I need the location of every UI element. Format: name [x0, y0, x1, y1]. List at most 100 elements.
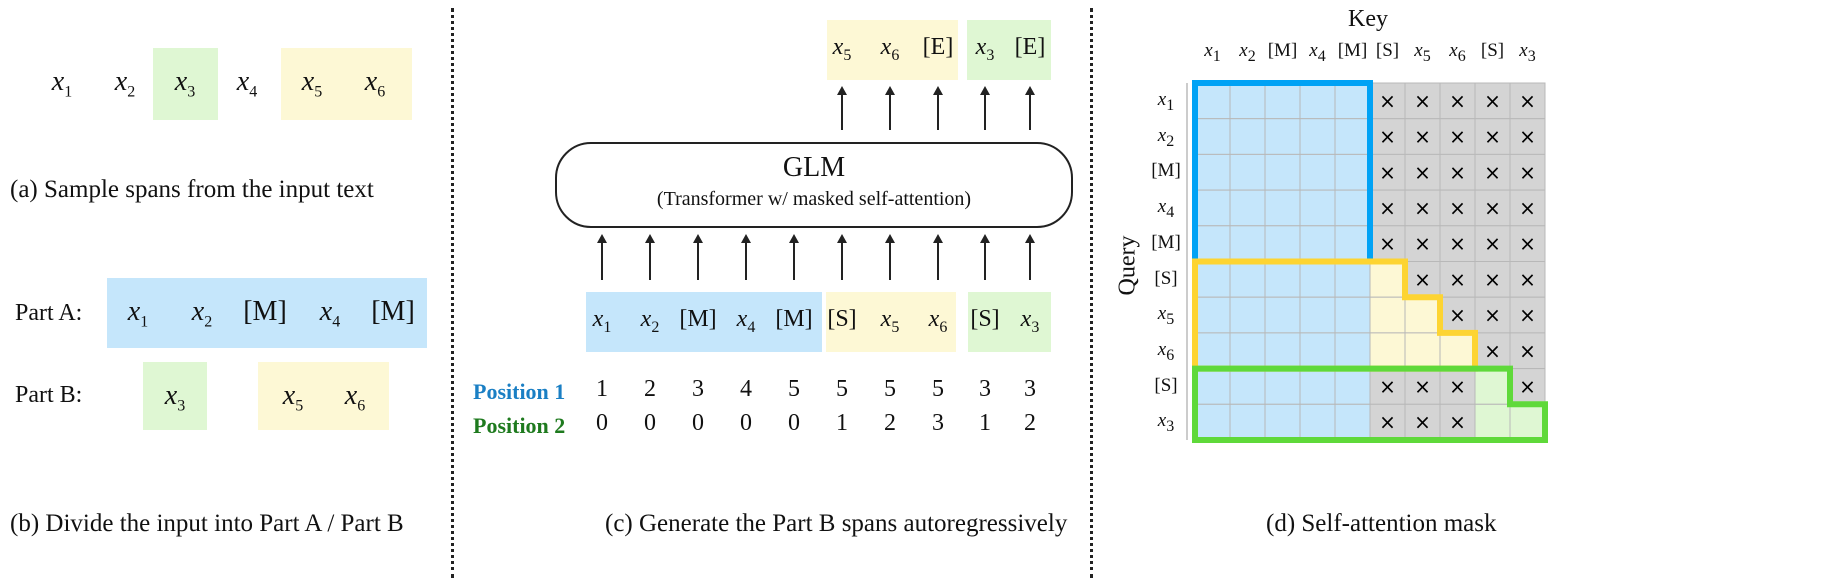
part-a-label: Part A:	[15, 300, 83, 326]
mask-cell-allowed	[1229, 332, 1266, 370]
mask-cell-allowed	[1229, 153, 1266, 191]
key-token: x4	[1309, 40, 1326, 65]
divider	[1090, 8, 1093, 578]
input-part-a-box	[586, 292, 822, 352]
mask-cell-allowed	[1299, 296, 1336, 334]
arrow-up-icon	[837, 86, 847, 130]
divider	[451, 8, 454, 578]
mask-cell-masked	[1404, 118, 1441, 155]
mask-cell-masked	[1369, 82, 1406, 120]
input-token: x2	[640, 306, 660, 336]
input-token: [S]	[970, 306, 1000, 332]
position1-value: 3	[692, 376, 704, 402]
position1-value: 3	[1024, 376, 1036, 402]
query-label: Query	[1114, 235, 1141, 296]
token: x5	[301, 66, 323, 101]
mask-x-icon: ×	[1519, 125, 1536, 149]
mask-x-icon: ×	[1379, 196, 1396, 220]
mask-cell-allowed	[1194, 296, 1231, 334]
mask-x-icon: ×	[1519, 374, 1536, 398]
mask-cell-allowed	[1369, 296, 1406, 334]
mask-cell-allowed	[1229, 118, 1266, 155]
position1-value: 5	[932, 376, 944, 402]
input-token: x6	[928, 306, 948, 336]
caption-d: (d) Self-attention mask	[1266, 510, 1497, 537]
mask-x-icon: ×	[1379, 125, 1396, 149]
mask-cell-allowed	[1439, 332, 1476, 370]
query-token: [M]	[1151, 231, 1181, 253]
position1-value: 5	[884, 376, 896, 402]
input-token: [S]	[827, 306, 857, 332]
mask-x-icon: ×	[1484, 89, 1501, 113]
mask-cell-masked	[1404, 261, 1441, 298]
mask-x-icon: ×	[1519, 160, 1536, 184]
arrow-up-icon	[1025, 86, 1035, 130]
mask-cell-allowed	[1264, 332, 1301, 370]
mask-cell-allowed	[1264, 189, 1301, 227]
token: x4	[319, 296, 341, 331]
mask-x-icon: ×	[1379, 160, 1396, 184]
position2-value: 0	[740, 410, 752, 436]
mask-x-icon: ×	[1414, 160, 1431, 184]
position2-label: Position 2	[473, 413, 566, 438]
mask-x-icon: ×	[1449, 125, 1466, 149]
token: [M]	[243, 296, 287, 327]
mask-x-icon: ×	[1484, 303, 1501, 327]
input-token: x4	[736, 306, 756, 336]
position1-value: 2	[644, 376, 656, 402]
mask-cell-masked	[1439, 153, 1476, 191]
mask-cell-allowed	[1194, 368, 1231, 405]
mask-cell-allowed	[1229, 189, 1266, 227]
mask-cell-allowed	[1334, 403, 1371, 441]
key-token: x6	[1449, 40, 1466, 65]
token: x2	[114, 66, 136, 101]
token: x3	[174, 66, 196, 101]
mask-cell-masked	[1509, 368, 1546, 405]
token: x2	[191, 296, 213, 331]
mask-x-icon: ×	[1449, 89, 1466, 113]
mask-x-icon: ×	[1449, 160, 1466, 184]
query-token: [S]	[1154, 374, 1178, 396]
span-x5-x6-highlight	[281, 48, 412, 120]
mask-cell-allowed	[1264, 118, 1301, 155]
arrow-up-icon	[645, 234, 655, 280]
mask-cell-allowed	[1404, 296, 1441, 334]
key-token: x5	[1414, 40, 1431, 65]
mask-cell-allowed	[1369, 332, 1406, 370]
mask-cell-allowed	[1194, 189, 1231, 227]
token: x1	[51, 66, 73, 101]
query-token: x6	[1157, 338, 1175, 364]
token: x3	[164, 380, 186, 415]
span2-border	[1192, 365, 1548, 443]
mask-cell-allowed	[1299, 153, 1336, 191]
arrow-up-icon	[693, 234, 703, 280]
mask-cell-masked	[1474, 261, 1511, 298]
query-token: [M]	[1151, 160, 1181, 182]
position2-value: 1	[979, 410, 991, 436]
mask-x-icon: ×	[1484, 160, 1501, 184]
glm-subtitle: (Transformer w/ masked self-attention)	[656, 188, 972, 210]
key-token: x2	[1239, 40, 1256, 65]
mask-cell-masked	[1509, 332, 1546, 370]
key-label: Key	[1348, 6, 1388, 32]
position2-value: 0	[644, 410, 656, 436]
mask-cell-allowed	[1334, 189, 1371, 227]
input-token: x3	[1020, 306, 1040, 336]
mask-cell-allowed	[1299, 118, 1336, 155]
mask-cell-masked	[1509, 118, 1546, 155]
mask-cell-allowed	[1264, 368, 1301, 405]
mask-x-icon: ×	[1519, 232, 1536, 256]
mask-x-icon: ×	[1449, 303, 1466, 327]
mask-x-icon: ×	[1379, 89, 1396, 113]
mask-cell-masked	[1509, 153, 1546, 191]
mask-cell-allowed	[1264, 82, 1301, 120]
arrow-up-icon	[837, 234, 847, 280]
mask-x-icon: ×	[1379, 374, 1396, 398]
position1-value: 5	[788, 376, 800, 402]
token: x6	[364, 66, 386, 101]
query-token: x5	[1157, 303, 1175, 328]
mask-x-icon: ×	[1414, 196, 1431, 220]
mask-cell-allowed	[1194, 82, 1231, 120]
key-token: [M]	[1337, 40, 1368, 61]
mask-cell-masked	[1404, 82, 1441, 120]
